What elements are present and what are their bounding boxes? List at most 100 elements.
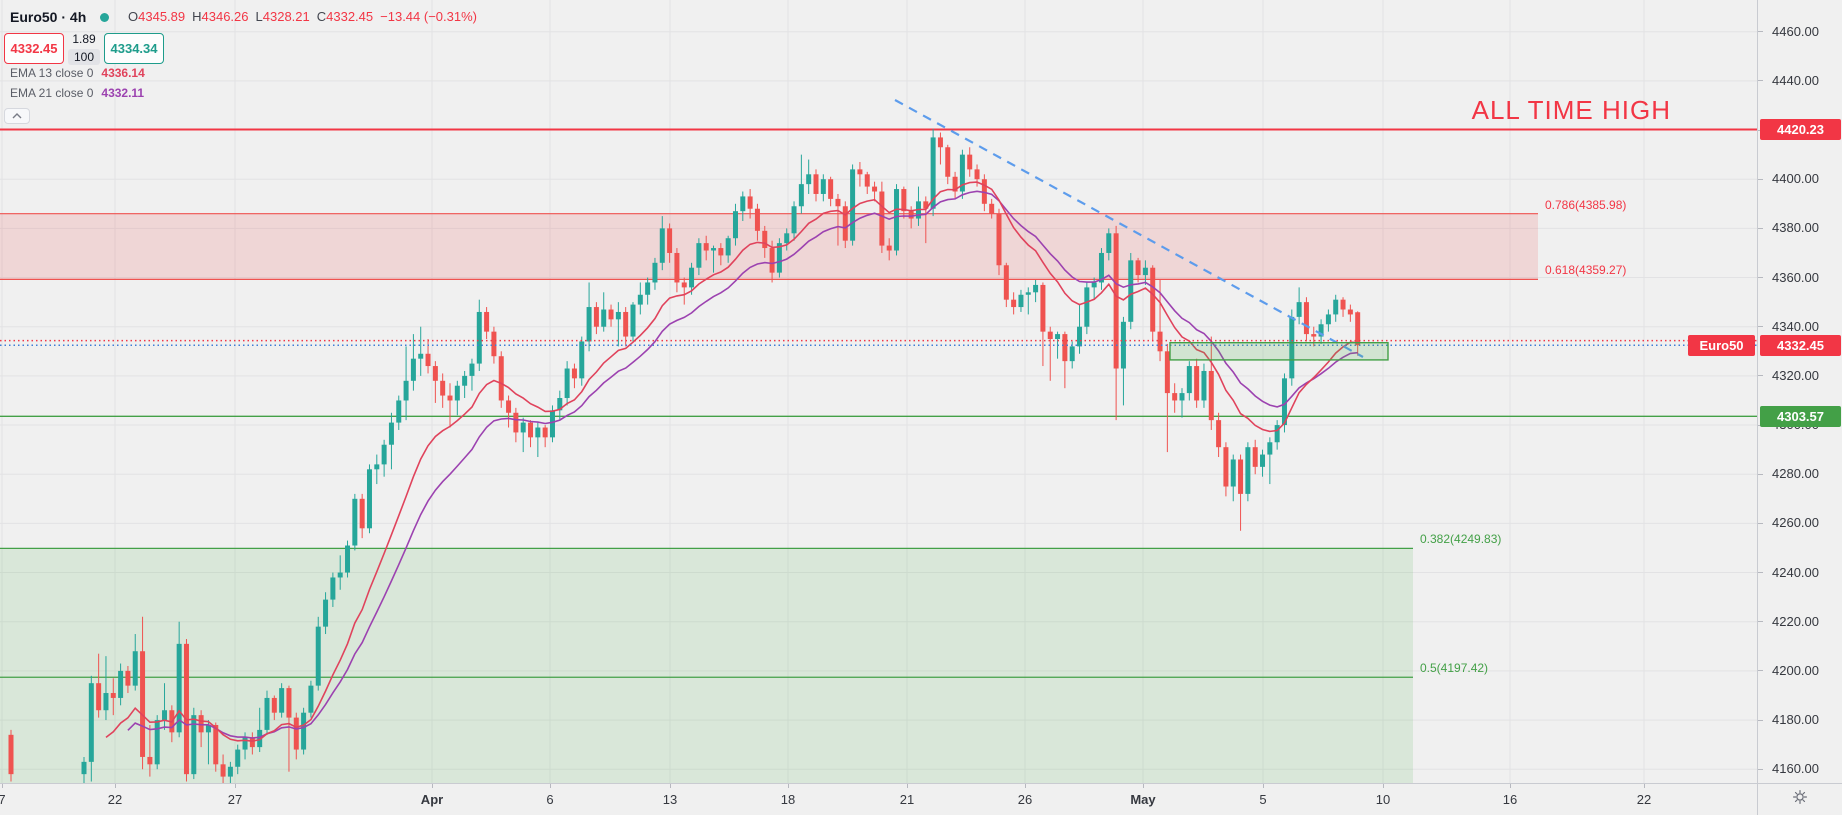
candle — [249, 737, 255, 748]
candle — [732, 211, 738, 239]
descending-trendline — [894, 99, 1364, 358]
candle — [227, 766, 233, 777]
indicator-row-ema13[interactable]: EMA 13 close 0 4336.14 — [10, 66, 145, 80]
candle — [798, 184, 804, 207]
candle — [557, 398, 563, 411]
candle — [498, 356, 504, 401]
candle — [872, 186, 878, 192]
candle — [1179, 393, 1185, 401]
candle — [901, 189, 907, 212]
price-axis-tickmark — [1758, 375, 1763, 377]
candle — [1142, 267, 1148, 276]
candle — [110, 693, 116, 698]
price-tick-label: 4320.00 — [1772, 367, 1819, 383]
candle — [469, 363, 475, 376]
time-axis-label: 5 — [1259, 792, 1267, 807]
price-axis-tickmark — [1758, 473, 1763, 475]
candle — [652, 262, 658, 283]
symbol-title[interactable]: Euro50 · 4h — [10, 9, 87, 25]
time-axis-tickmark — [550, 784, 551, 788]
candle — [1047, 331, 1053, 340]
candle — [1267, 442, 1273, 455]
time-axis-tickmark — [1383, 784, 1384, 788]
candle — [315, 626, 321, 686]
candle — [820, 179, 826, 194]
price-axis-tickmark — [1758, 80, 1763, 82]
candle — [850, 169, 856, 241]
candle — [140, 651, 146, 757]
buy-button[interactable]: 4334.34 — [104, 33, 164, 64]
candle — [886, 245, 892, 251]
candle — [154, 720, 160, 765]
time-axis-tickmark — [670, 784, 671, 788]
candle — [447, 395, 453, 401]
candle — [1340, 299, 1346, 310]
ohlc-value: 4328.21 — [262, 9, 310, 24]
price-tick-label: 4380.00 — [1772, 220, 1819, 236]
collapse-legend-button[interactable] — [4, 108, 30, 124]
candle — [615, 311, 621, 320]
candle — [857, 169, 863, 175]
candle — [747, 196, 753, 209]
candle — [403, 380, 409, 401]
candle — [528, 422, 534, 438]
spread-box: 1.89 100 — [66, 32, 102, 66]
time-axis-tickmark — [1143, 784, 1144, 788]
candle — [1208, 370, 1214, 421]
price-tick-label: 4260.00 — [1772, 515, 1819, 531]
candle — [1135, 260, 1141, 276]
support-price-badge: 4303.57 — [1760, 405, 1841, 427]
candle — [366, 469, 372, 529]
fib-zone-green — [0, 548, 1413, 783]
time-axis-tickmark — [2, 784, 3, 788]
candle — [549, 410, 555, 438]
axis-settings-corner[interactable] — [1757, 783, 1842, 815]
candle — [1355, 312, 1361, 346]
candle — [930, 137, 936, 209]
candle — [484, 311, 490, 332]
candle — [806, 174, 812, 185]
candle — [711, 248, 717, 251]
price-axis-tickmark — [1758, 31, 1763, 33]
candle — [1062, 334, 1068, 362]
candle — [205, 724, 211, 733]
price-tick-label: 4340.00 — [1772, 318, 1819, 334]
candle — [279, 688, 285, 713]
candle — [1318, 324, 1324, 337]
candle — [974, 169, 980, 180]
candle — [271, 697, 277, 713]
candle — [754, 208, 760, 231]
candle — [1084, 287, 1090, 327]
candle — [989, 203, 995, 214]
indicator-label: EMA 13 close 0 — [10, 66, 94, 80]
candle — [1120, 321, 1126, 369]
indicator-row-ema21[interactable]: EMA 21 close 0 4332.11 — [10, 86, 144, 100]
candle — [374, 464, 380, 470]
candle — [1230, 459, 1236, 487]
gear-icon[interactable] — [1792, 789, 1808, 810]
candle — [1201, 370, 1207, 401]
price-tick-label: 4440.00 — [1772, 72, 1819, 88]
candle — [1157, 331, 1163, 352]
price-tick-label: 4180.00 — [1772, 712, 1819, 728]
demand-zone-box — [1169, 342, 1389, 361]
price-chart[interactable]: ALL TIME HIGH 0.786(4385.98) 0.618(4359.… — [0, 0, 1757, 783]
sell-button[interactable]: 4332.45 — [4, 33, 64, 64]
candle — [593, 307, 599, 327]
time-axis-label: Apr — [420, 792, 444, 807]
candle — [183, 643, 189, 775]
candle — [454, 385, 460, 401]
price-axis[interactable]: 4420.23 4332.45 4303.57 4460.00 4440.00 44… — [1757, 0, 1842, 783]
candle — [1260, 454, 1266, 467]
candle — [506, 400, 512, 413]
candle — [257, 729, 263, 748]
candle — [81, 761, 87, 775]
time-axis[interactable]: 7 22 27 Apr 6 13 18 21 26 May 5 10 16 22 — [0, 783, 1757, 815]
all-time-high-label: ALL TIME HIGH — [1471, 95, 1671, 125]
candle — [264, 697, 270, 730]
chart-canvas[interactable] — [0, 0, 1757, 783]
lot-size-value[interactable]: 100 — [67, 49, 101, 65]
symbol-title-row[interactable]: Euro50 · 4h — [10, 7, 110, 27]
candle — [645, 282, 651, 295]
candle — [1106, 233, 1112, 253]
